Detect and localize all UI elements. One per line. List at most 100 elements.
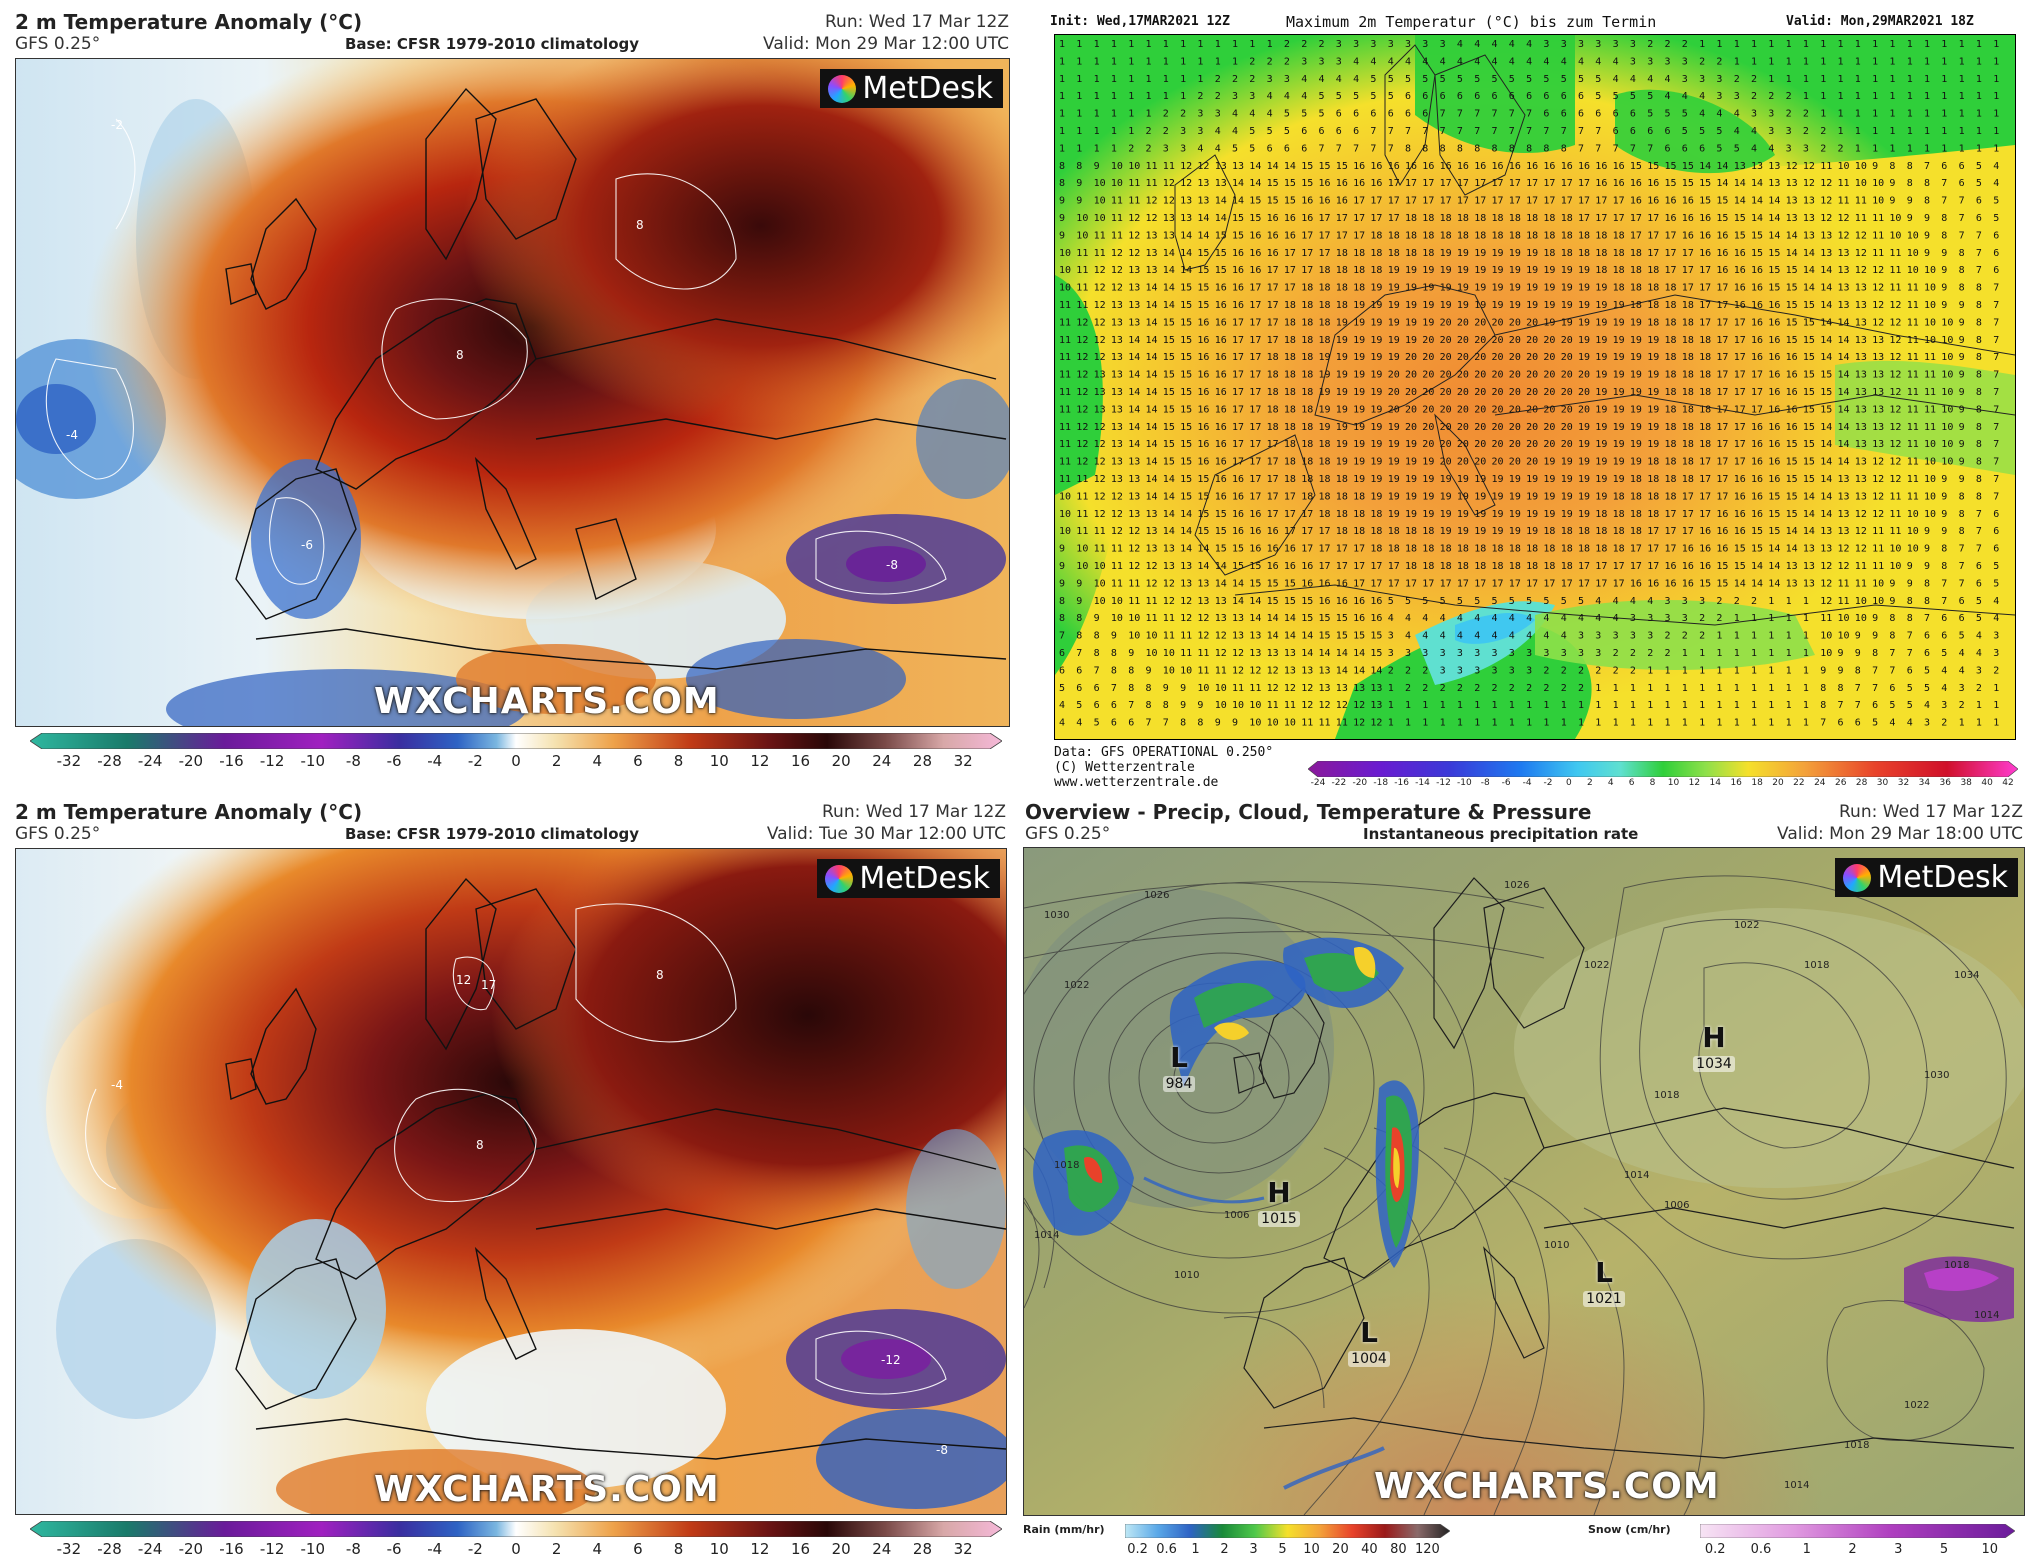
grid-value: 1 — [1855, 56, 1861, 67]
grid-value: 19 — [1440, 474, 1452, 485]
grid-value: 17 — [1699, 300, 1711, 311]
grid-value: 19 — [1405, 474, 1417, 485]
grid-value: 8 — [1059, 613, 1065, 624]
grid-value: 15 — [1768, 509, 1780, 520]
grid-value: 16 — [1215, 335, 1227, 346]
grid-value: 2 — [1786, 91, 1792, 102]
rain-colorbar-ticks: 0.2 0.6 1 2 3 5 10 20 40 80 120 — [1125, 1542, 1440, 1560]
grid-value: 7 — [1094, 665, 1100, 676]
grid-value: 1 — [1786, 74, 1792, 85]
grid-value: 1 — [1941, 143, 1947, 154]
grid-value: 19 — [1613, 352, 1625, 363]
grid-value: 18 — [1613, 509, 1625, 520]
grid-value: 5 — [1267, 126, 1273, 137]
colorbar-tick: 8 — [673, 1540, 684, 1558]
grid-value: 17 — [1388, 561, 1400, 572]
grid-value: 1 — [1889, 109, 1895, 120]
grid-value: 14 — [1146, 370, 1158, 381]
grid-value: 11 — [1872, 213, 1884, 224]
grid-value: 1 — [1855, 143, 1861, 154]
grid-value: 20 — [1405, 422, 1417, 433]
grid-value: 19 — [1647, 387, 1659, 398]
grid-value: 17 — [1249, 300, 1261, 311]
grid-value: 5 — [1716, 143, 1722, 154]
grid-value: 5 — [1094, 718, 1100, 729]
grid-value: 15 — [1803, 317, 1815, 328]
grid-value: 2 — [1128, 143, 1134, 154]
grid-value: 17 — [1716, 404, 1728, 415]
grid-value: 15 — [1803, 457, 1815, 468]
grid-value: 18 — [1319, 474, 1331, 485]
grid-value: 9 — [1959, 387, 1965, 398]
grid-value: 8 — [1059, 161, 1065, 172]
colorbar-tick: -2 — [467, 1540, 483, 1558]
grid-value: 7 — [1613, 143, 1619, 154]
grid-value: 10 — [1059, 491, 1071, 502]
grid-value: 3 — [1699, 596, 1705, 607]
grid-value: 5 — [1647, 109, 1653, 120]
grid-value: 3 — [1336, 39, 1342, 50]
grid-value: 7 — [1907, 631, 1913, 642]
grid-value: 7 — [1993, 370, 1999, 381]
grid-value: 9 — [1872, 161, 1878, 172]
grid-value: 19 — [1440, 265, 1452, 276]
grid-value: 8 — [1146, 683, 1152, 694]
grid-value: 2 — [1820, 143, 1826, 154]
grid-value: 18 — [1440, 213, 1452, 224]
grid-value: 7 — [1146, 718, 1152, 729]
grid-value: 19 — [1422, 491, 1434, 502]
grid-value: 17 — [1232, 352, 1244, 363]
grid-value: 17 — [1319, 213, 1331, 224]
grid-value: 16 — [1768, 387, 1780, 398]
grid-value: 1 — [1803, 56, 1809, 67]
colorbar-tick: 2 — [1586, 778, 1593, 788]
grid-value: 12 — [1872, 509, 1884, 520]
pressure-center-value: 984 — [1162, 1076, 1196, 1092]
grid-value: 9 — [1076, 596, 1082, 607]
grid-value: 3 — [1613, 631, 1619, 642]
colorbar-tick: 4 — [592, 752, 603, 770]
grid-value: 6 — [1440, 91, 1446, 102]
grid-value: 20 — [1526, 422, 1538, 433]
grid-value: 11 — [1059, 439, 1071, 450]
grid-value: 12 — [1249, 665, 1261, 676]
pressure-center-type: L — [1360, 1316, 1378, 1349]
colorbar-tick: -6 — [1501, 778, 1511, 788]
grid-value: 16 — [1267, 526, 1279, 537]
grid-value: 19 — [1595, 283, 1607, 294]
grid-value: 6 — [1561, 91, 1567, 102]
grid-value: 18 — [1630, 526, 1642, 537]
grid-value: 2 — [1613, 665, 1619, 676]
grid-value: 11 — [1872, 526, 1884, 537]
grid-value: 15 — [1249, 578, 1261, 589]
grid-value: 1 — [1768, 648, 1774, 659]
grid-value: 12 — [1336, 700, 1348, 711]
grid-value: 12 — [1197, 631, 1209, 642]
grid-value: 15 — [1751, 544, 1763, 555]
grid-value: 12 — [1111, 491, 1123, 502]
grid-value: 20 — [1422, 370, 1434, 381]
grid-value: 5 — [1561, 596, 1567, 607]
grid-value: 20 — [1561, 370, 1573, 381]
grid-value: 16 — [1197, 370, 1209, 381]
grid-value: 9 — [1197, 700, 1203, 711]
grid-value: 20 — [1474, 352, 1486, 363]
grid-value: 18 — [1319, 457, 1331, 468]
grid-value: 20 — [1457, 317, 1469, 328]
grid-value: 19 — [1613, 422, 1625, 433]
grid-value: 20 — [1405, 387, 1417, 398]
grid-value: 11 — [1059, 457, 1071, 468]
grid-value: 18 — [1353, 248, 1365, 259]
grid-value: 12 — [1838, 213, 1850, 224]
grid-value: 4 — [1578, 56, 1584, 67]
grid-value: 15 — [1751, 230, 1763, 241]
grid-value: 7 — [1440, 126, 1446, 137]
grid-value: 1 — [1682, 683, 1688, 694]
grid-value: 1 — [1561, 718, 1567, 729]
grid-value: 13 — [1838, 526, 1850, 537]
grid-value: 19 — [1509, 265, 1521, 276]
grid-value: 5 — [1526, 74, 1532, 85]
grid-value: 20 — [1526, 352, 1538, 363]
grid-value: 3 — [1543, 39, 1549, 50]
grid-value: 19 — [1509, 526, 1521, 537]
